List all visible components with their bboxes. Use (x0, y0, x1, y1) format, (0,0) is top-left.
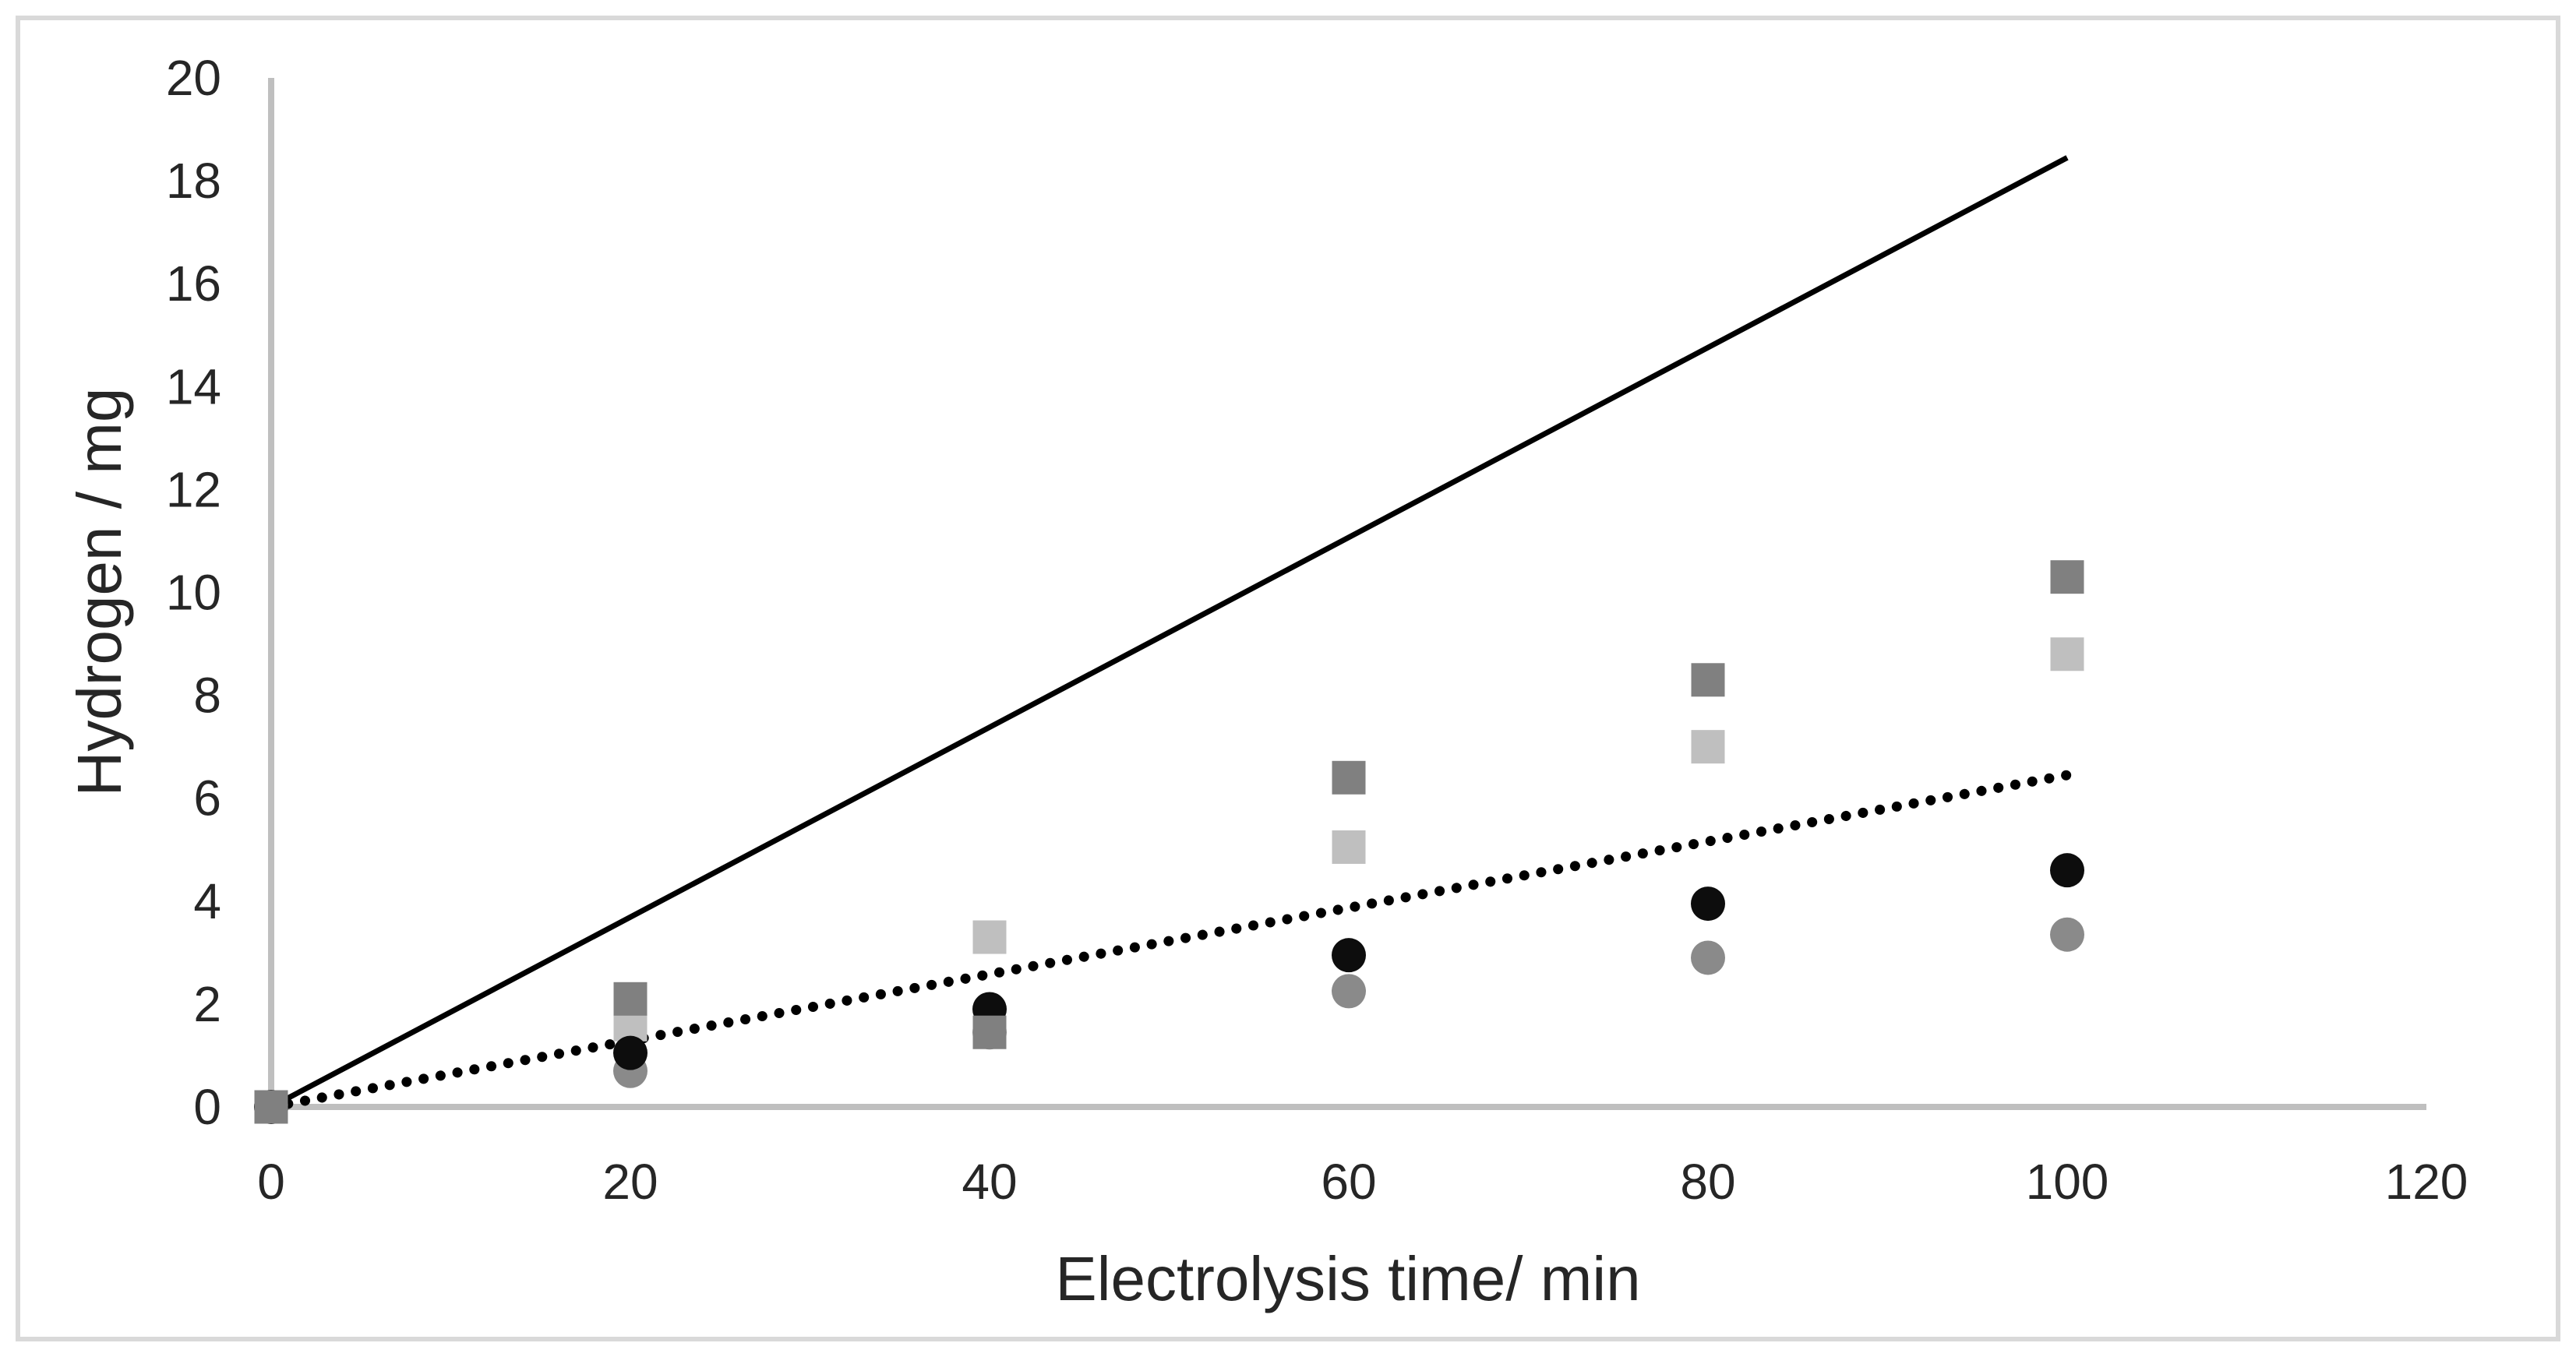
marker-dark-gray-square-series (1691, 663, 1725, 697)
y-tick-label: 2 (193, 976, 221, 1032)
marker-black-circle-series (613, 1035, 648, 1070)
y-tick-label: 0 (193, 1079, 221, 1135)
marker-dark-gray-square-series (2050, 560, 2084, 594)
y-tick-label: 12 (166, 461, 221, 517)
x-tick-label: 0 (257, 1154, 285, 1210)
y-tick-label: 18 (166, 153, 221, 209)
y-tick-label: 16 (166, 256, 221, 312)
y-tick-label: 4 (193, 873, 221, 929)
marker-gray-circle-series (1332, 974, 1366, 1009)
y-tick-label: 6 (193, 770, 221, 827)
marker-gray-circle-series (1691, 940, 1725, 975)
x-tick-label: 80 (1680, 1154, 1735, 1210)
x-tick-label: 40 (962, 1154, 1017, 1210)
figure-border (16, 16, 2560, 1341)
x-axis-title: Electrolysis time/ min (1055, 1244, 1641, 1313)
marker-dark-gray-square-series (254, 1090, 288, 1124)
series-theoretical-solid-line (270, 155, 2069, 1110)
y-tick-label: 14 (166, 358, 221, 414)
marker-black-circle-series (1691, 886, 1725, 922)
series-dotted-trendline (266, 770, 2073, 1112)
x-tick-label: 60 (1321, 1154, 1376, 1210)
x-tick-label: 120 (2385, 1154, 2468, 1210)
y-tick-label: 10 (166, 565, 221, 621)
marker-black-circle-series (2050, 853, 2084, 888)
y-tick-label: 8 (193, 668, 221, 724)
marker-dark-gray-square-series (1332, 760, 1366, 795)
marker-black-circle-series (1332, 938, 1366, 973)
marker-light-gray-square-series (972, 920, 1007, 954)
y-tick-label: 20 (166, 50, 221, 106)
x-tick-label: 100 (2026, 1154, 2109, 1210)
marker-light-gray-square-series (1691, 730, 1725, 764)
marker-gray-circle-series (2050, 917, 2084, 952)
marker-light-gray-square-series (2050, 637, 2084, 671)
marker-dark-gray-square-series (613, 982, 648, 1016)
marker-light-gray-square-series (1332, 830, 1366, 864)
y-axis-title: Hydrogen / mg (65, 387, 134, 797)
x-tick-label: 20 (602, 1154, 658, 1210)
marker-dark-gray-square-series (972, 1015, 1007, 1049)
